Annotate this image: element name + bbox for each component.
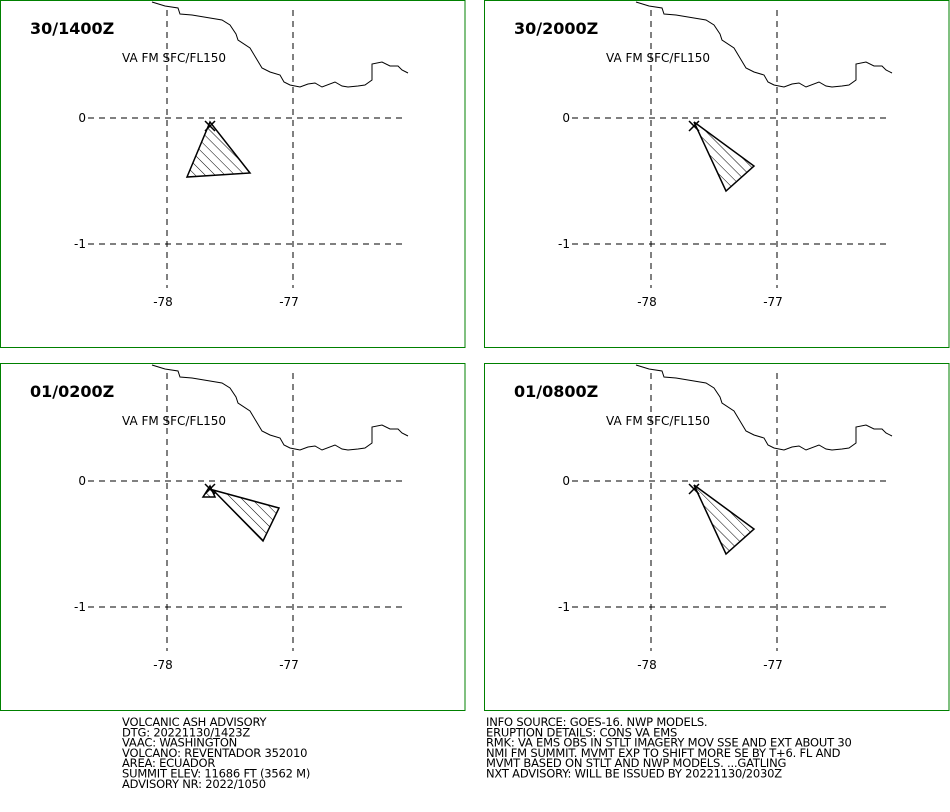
advisory-line: VOLCANO: REVENTADOR 352010 <box>122 746 307 760</box>
lon-label: -78 <box>153 295 173 309</box>
lon-label: -77 <box>763 295 783 309</box>
advisory-line: DTG: 20221130/1423Z <box>122 725 250 739</box>
lat-label: 0 <box>562 474 570 488</box>
level: VA FM SFC/FL150 <box>606 51 710 65</box>
coastline <box>151 1 409 88</box>
ash-cloud <box>210 488 281 543</box>
panel-frame <box>484 0 950 348</box>
level: VA FM SFC/FL150 <box>122 414 226 428</box>
valid-time: 01/0800Z <box>514 382 598 401</box>
ash-cloud <box>185 120 252 178</box>
advisory-line: SUMMIT ELEV: 11686 FT (3562 M) <box>122 767 310 781</box>
volcano-marker <box>204 120 216 132</box>
coastline <box>635 1 893 88</box>
lat-label: -1 <box>558 600 570 614</box>
lat-label: -1 <box>558 237 570 251</box>
level: VA FM SFC/FL150 <box>606 414 710 428</box>
advisory-line: ERUPTION DETAILS: CONS VA EMS <box>486 725 677 739</box>
advisory-line: NMI FM SUMMIT. MVMT EXP TO SHIFT MORE SE… <box>486 746 841 760</box>
lon-label: -77 <box>279 658 299 672</box>
advisory-line: RMK: VA EMS OBS IN STLT IMAGERY MOV SSE … <box>486 736 852 750</box>
level: VA FM SFC/FL150 <box>122 51 226 65</box>
advisory-line: INFO SOURCE: GOES-16. NWP MODELS. <box>486 715 707 729</box>
lon-label: -78 <box>637 658 657 672</box>
panel-frame <box>0 0 466 348</box>
panel-frame <box>484 363 950 711</box>
lon-label: -78 <box>153 658 173 672</box>
valid-time: 01/0200Z <box>30 382 114 401</box>
lat-label: -1 <box>74 237 86 251</box>
advisory-line: AREA: ECUADOR <box>122 756 215 770</box>
advisory-line: ADVISORY NR: 2022/1050 <box>122 777 266 791</box>
ash-cloud <box>693 121 756 193</box>
valid-time: 30/1400Z <box>30 19 114 38</box>
volcano-marker <box>688 483 700 495</box>
lon-label: -77 <box>279 295 299 309</box>
lat-label: 0 <box>562 111 570 125</box>
lat-label: 0 <box>78 474 86 488</box>
lat-label: -1 <box>74 600 86 614</box>
panel-frame <box>0 363 466 711</box>
volcano-marker <box>204 483 216 495</box>
advisory-line: VAAC: WASHINGTON <box>122 736 237 750</box>
coastline <box>151 364 409 451</box>
advisory-line: VOLCANIC ASH ADVISORY <box>122 715 268 729</box>
volcano-marker <box>688 120 700 132</box>
coastline <box>635 364 893 451</box>
lat-label: 0 <box>78 111 86 125</box>
lon-label: -77 <box>763 658 783 672</box>
lon-label: -78 <box>637 295 657 309</box>
ash-cloud <box>693 484 756 556</box>
advisory-line: MVMT BASED ON STLT AND NWP MODELS. ...GA… <box>486 756 786 770</box>
advisory-line: NXT ADVISORY: WILL BE ISSUED BY 20221130… <box>486 767 782 781</box>
valid-time: 30/2000Z <box>514 19 598 38</box>
